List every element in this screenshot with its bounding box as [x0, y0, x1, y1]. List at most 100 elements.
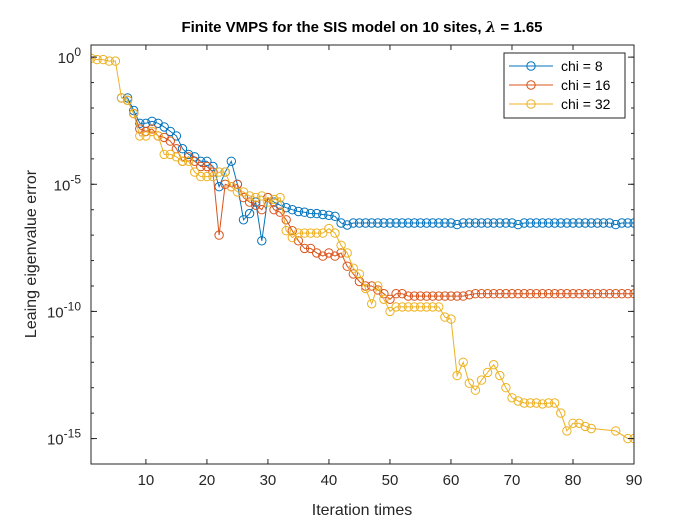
data-point — [495, 289, 505, 299]
data-point — [196, 161, 206, 172]
data-point — [251, 192, 261, 203]
data-point — [165, 136, 176, 146]
data-point — [617, 218, 627, 228]
x-tick-label: 90 — [626, 472, 643, 489]
data-point — [122, 93, 133, 103]
legend-marker — [526, 61, 536, 71]
series-3 — [91, 53, 634, 444]
data-point — [287, 232, 297, 243]
data-point — [476, 218, 487, 228]
data-point — [592, 289, 603, 299]
data-point — [464, 218, 474, 228]
data-point — [495, 370, 505, 381]
data-point — [165, 149, 176, 160]
data-point — [495, 218, 505, 228]
data-point — [373, 281, 383, 291]
y-axis: 100 10-5 10-10 10-15 — [47, 45, 634, 465]
x-tick-label: 50 — [382, 472, 399, 489]
x-tick-label: 60 — [443, 472, 460, 489]
data-point — [336, 240, 346, 251]
x-tick-label: 10 — [138, 472, 155, 489]
data-point — [354, 269, 365, 279]
data-point — [568, 289, 578, 299]
data-point — [525, 398, 535, 408]
data-point — [244, 208, 255, 219]
data-point — [330, 251, 340, 261]
data-point — [98, 54, 108, 65]
data-point — [519, 218, 529, 228]
data-point — [379, 294, 389, 304]
data-point — [360, 283, 371, 294]
data-point — [269, 205, 279, 215]
data-point — [324, 223, 334, 234]
data-point — [208, 161, 218, 172]
data-point — [409, 302, 420, 312]
data-point — [440, 312, 450, 322]
data-point — [397, 302, 407, 312]
data-point — [580, 421, 590, 432]
data-point — [623, 218, 633, 228]
y-tick-label: 10-10 — [47, 299, 81, 321]
data-point — [556, 408, 566, 418]
data-point — [623, 289, 633, 299]
series-layer — [91, 53, 634, 444]
data-point — [531, 218, 542, 228]
y-tick-label: 10-15 — [47, 427, 81, 449]
data-point — [263, 197, 273, 207]
data-point — [513, 219, 523, 230]
data-point — [385, 294, 395, 304]
data-point — [543, 218, 554, 228]
series-line — [121, 97, 634, 241]
data-point — [434, 302, 444, 312]
x-tick-label: 70 — [504, 472, 521, 489]
data-point — [501, 218, 511, 228]
data-point — [611, 289, 621, 299]
data-point — [312, 248, 322, 258]
data-point — [135, 131, 145, 141]
data-point — [171, 131, 182, 141]
data-point — [318, 228, 328, 238]
data-point — [244, 191, 255, 201]
data-point — [501, 383, 511, 393]
data-point — [360, 281, 371, 291]
data-point — [598, 289, 609, 299]
data-point — [550, 218, 560, 228]
data-point — [312, 208, 322, 219]
data-point — [421, 302, 432, 312]
data-point — [275, 192, 285, 203]
data-point — [446, 218, 456, 228]
data-point — [580, 289, 590, 299]
data-point — [428, 302, 438, 312]
data-point — [360, 218, 371, 228]
data-point — [519, 289, 529, 299]
data-point — [568, 418, 578, 428]
data-point — [586, 423, 596, 434]
data-point — [464, 290, 474, 300]
data-point — [147, 116, 157, 127]
data-point — [220, 167, 230, 177]
data-point — [318, 209, 328, 220]
data-point — [385, 306, 395, 317]
data-point — [336, 218, 346, 228]
data-point — [586, 289, 596, 299]
series-1 — [116, 93, 634, 246]
data-point — [440, 218, 450, 228]
data-point — [458, 357, 468, 367]
data-point — [214, 230, 224, 240]
data-point — [385, 218, 395, 228]
data-point — [183, 149, 194, 160]
data-point — [330, 228, 340, 238]
data-point — [470, 385, 481, 395]
data-point — [135, 124, 145, 134]
data-point — [275, 200, 285, 210]
data-point — [501, 289, 511, 299]
data-point — [525, 289, 535, 299]
data-point — [202, 171, 212, 182]
data-point — [580, 218, 590, 228]
data-point — [110, 56, 121, 66]
data-point — [556, 218, 566, 228]
data-point — [550, 289, 560, 299]
data-point — [458, 291, 468, 301]
data-point — [177, 156, 188, 167]
data-point — [489, 360, 499, 370]
